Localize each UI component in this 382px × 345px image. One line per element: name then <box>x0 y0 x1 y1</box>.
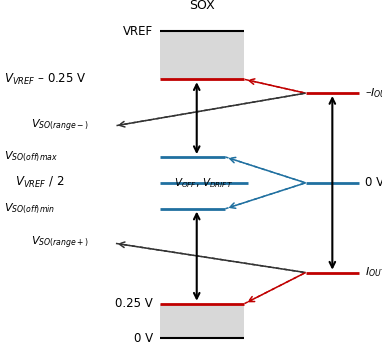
Text: 0.25 V: 0.25 V <box>115 297 153 310</box>
Text: –$I_{OUTx}$: –$I_{OUTx}$ <box>365 86 382 100</box>
Text: $V_{SO(off)max}$: $V_{SO(off)max}$ <box>4 150 58 164</box>
Text: $V_{VREF}$ / 2: $V_{VREF}$ / 2 <box>15 175 65 190</box>
Text: SOX: SOX <box>189 0 215 12</box>
Text: $V_{SO(off)min}$: $V_{SO(off)min}$ <box>4 201 55 216</box>
Text: $I_{OUTx}$: $I_{OUTx}$ <box>365 266 382 279</box>
Text: $V_{VREF}$ – 0.25 V: $V_{VREF}$ – 0.25 V <box>4 72 86 87</box>
Text: $V_{SO(range+)}$: $V_{SO(range+)}$ <box>31 235 89 252</box>
Text: 0 V: 0 V <box>134 332 153 345</box>
Text: $V_{OFF}$, $V_{DRIFT}$: $V_{OFF}$, $V_{DRIFT}$ <box>174 176 233 190</box>
Text: $V_{SO(range-)}$: $V_{SO(range-)}$ <box>31 118 89 134</box>
Text: VREF: VREF <box>123 24 153 38</box>
Bar <box>160 304 244 338</box>
Bar <box>160 31 244 79</box>
Text: 0 V: 0 V <box>365 176 382 189</box>
